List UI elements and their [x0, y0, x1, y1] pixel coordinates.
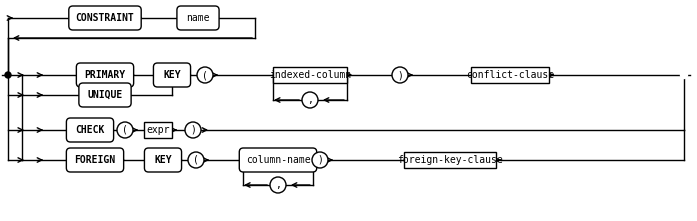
FancyBboxPatch shape [66, 148, 123, 172]
Text: PRIMARY: PRIMARY [84, 70, 125, 80]
Bar [404, 152, 496, 168]
Circle shape [197, 67, 213, 83]
Text: ): ) [317, 155, 323, 165]
Text: (: ( [122, 125, 128, 135]
Circle shape [680, 72, 687, 78]
Text: (: ( [202, 70, 208, 80]
FancyBboxPatch shape [79, 83, 131, 107]
Text: ): ) [190, 125, 196, 135]
Circle shape [117, 122, 133, 138]
FancyBboxPatch shape [153, 63, 190, 87]
FancyBboxPatch shape [239, 148, 316, 172]
FancyBboxPatch shape [177, 6, 219, 30]
Text: KEY: KEY [163, 70, 181, 80]
Text: conflict-clause: conflict-clause [466, 70, 554, 80]
Text: foreign-key-clause: foreign-key-clause [397, 155, 503, 165]
Text: ): ) [397, 70, 403, 80]
Bar [144, 122, 172, 138]
Text: CHECK: CHECK [75, 125, 105, 135]
Bar [471, 67, 549, 83]
Circle shape [312, 152, 328, 168]
Text: name: name [186, 13, 210, 23]
Circle shape [270, 177, 286, 193]
FancyBboxPatch shape [144, 148, 181, 172]
FancyBboxPatch shape [66, 118, 114, 142]
Text: ,: , [307, 95, 313, 105]
Text: FOREIGN: FOREIGN [75, 155, 116, 165]
Circle shape [392, 67, 408, 83]
FancyBboxPatch shape [77, 63, 134, 87]
Text: column-name: column-name [245, 155, 310, 165]
Circle shape [188, 152, 204, 168]
Text: KEY: KEY [154, 155, 172, 165]
Circle shape [185, 122, 201, 138]
Text: expr: expr [146, 125, 170, 135]
Circle shape [302, 92, 318, 108]
Bar [273, 67, 347, 83]
Text: indexed-column: indexed-column [269, 70, 351, 80]
Text: (: ( [193, 155, 199, 165]
Text: CONSTRAINT: CONSTRAINT [76, 13, 135, 23]
Circle shape [5, 72, 11, 78]
FancyBboxPatch shape [69, 6, 141, 30]
Text: ,: , [275, 180, 281, 190]
Text: UNIQUE: UNIQUE [87, 90, 123, 100]
